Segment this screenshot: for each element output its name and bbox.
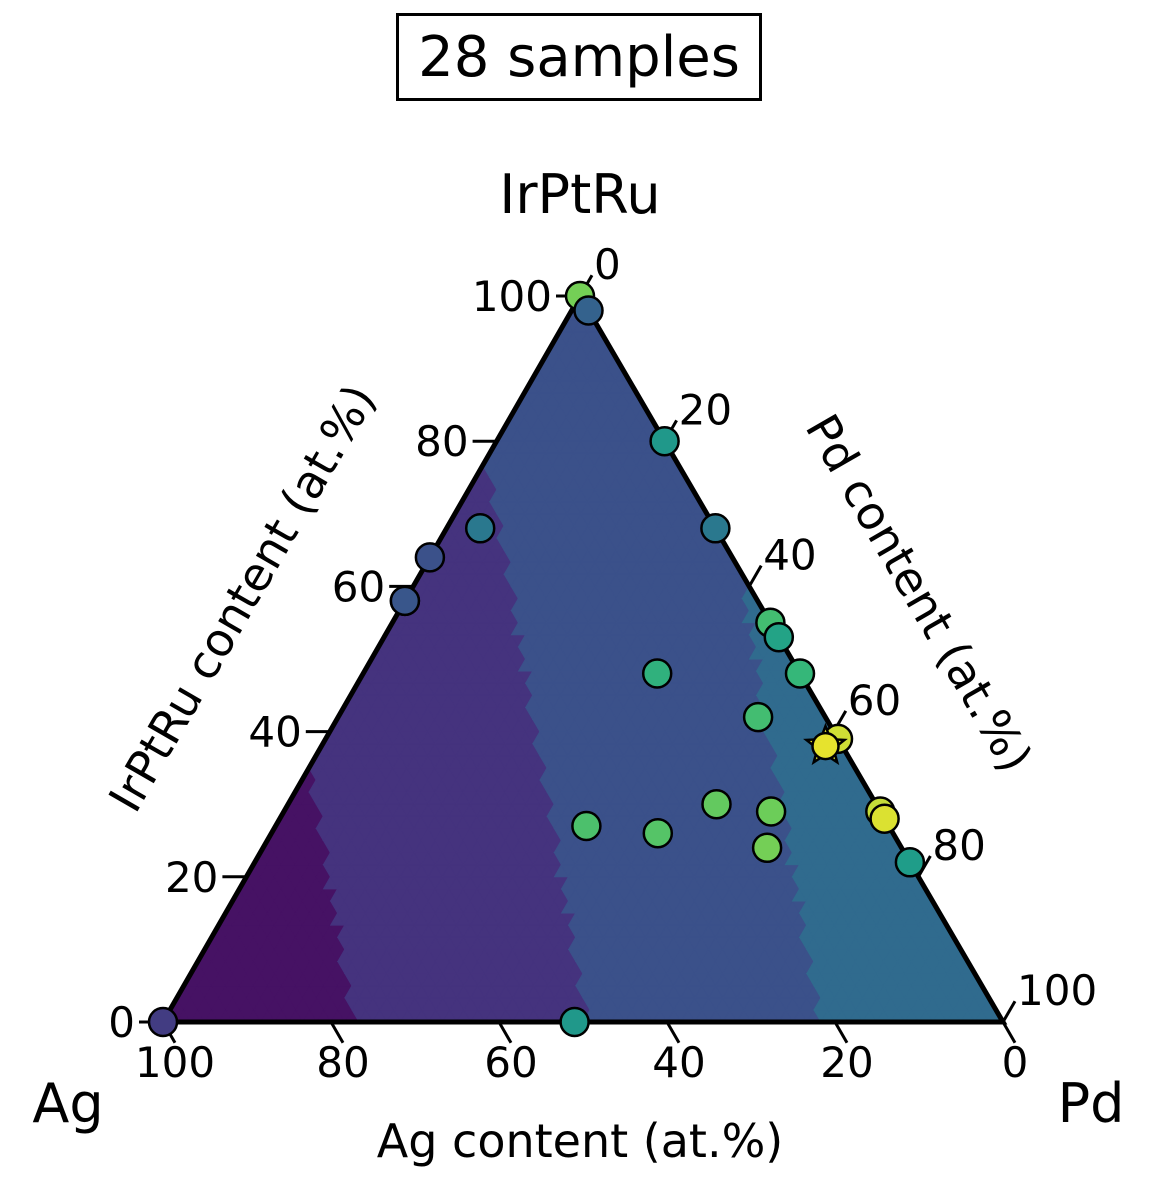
ag-tick-label: 40 xyxy=(652,1038,705,1087)
ag-tick-label: 0 xyxy=(1002,1038,1029,1087)
chart-title: 28 samples xyxy=(396,13,762,101)
corner-label-top: IrPtRu xyxy=(499,163,660,226)
pd-tick-label: 0 xyxy=(594,240,621,289)
irptru-tick-label: 80 xyxy=(415,417,468,466)
ag-tick xyxy=(1001,1021,1017,1044)
sample-point xyxy=(755,796,787,827)
sample-point xyxy=(701,788,732,820)
sample-points xyxy=(147,280,926,1038)
pd-tick xyxy=(747,564,763,588)
irptru-tick-label: 60 xyxy=(332,562,385,611)
pd-tick-label: 20 xyxy=(679,385,732,434)
corner-label-right: Pd xyxy=(1058,1072,1125,1135)
sample-point xyxy=(414,542,446,573)
sample-point xyxy=(869,803,900,834)
irptru-tick-label: 0 xyxy=(108,998,135,1047)
pd-tick-label: 40 xyxy=(763,531,816,580)
ag-tick-label: 100 xyxy=(135,1038,215,1087)
sample-point xyxy=(641,658,673,689)
pd-tick-label: 100 xyxy=(1017,966,1097,1015)
pd-tick-label: 60 xyxy=(848,676,901,725)
sample-point xyxy=(389,585,421,617)
pd-tick xyxy=(1001,1000,1017,1023)
contour-fill xyxy=(163,296,1003,1022)
sample-point xyxy=(742,701,774,733)
sample-point xyxy=(763,621,795,653)
sample-point xyxy=(894,847,926,878)
sample-point xyxy=(147,1006,179,1038)
pd-tick-label: 80 xyxy=(932,821,985,870)
ag-tick-label: 20 xyxy=(820,1038,873,1087)
axis-ticks: 0 0 0 20 20 20 40 40 40 60 60 60 80 80 80 100 100 100 xyxy=(108,240,1097,1087)
sample-point xyxy=(642,817,674,849)
ag-tick xyxy=(497,1021,513,1044)
irptru-tick-label: 20 xyxy=(165,853,218,902)
ag-tick xyxy=(665,1021,681,1044)
irptru-tick-label: 40 xyxy=(248,708,301,757)
irptru-tick-label: 100 xyxy=(472,272,552,321)
ag-tick xyxy=(329,1021,345,1044)
ag-tick-label: 60 xyxy=(484,1038,537,1087)
sample-point xyxy=(700,513,731,544)
sample-point xyxy=(751,832,783,864)
best-sample-point xyxy=(811,731,840,761)
sample-point xyxy=(464,513,496,544)
corner-label-left: Ag xyxy=(32,1072,103,1135)
sample-point xyxy=(559,1006,590,1038)
axis-title-bottom: Ag content (at.%) xyxy=(377,1114,783,1168)
sample-point xyxy=(649,425,680,457)
ag-tick-label: 80 xyxy=(316,1038,369,1087)
sample-point xyxy=(573,295,604,326)
sample-point xyxy=(571,810,602,842)
sample-point xyxy=(784,658,816,689)
ag-tick xyxy=(833,1021,849,1044)
